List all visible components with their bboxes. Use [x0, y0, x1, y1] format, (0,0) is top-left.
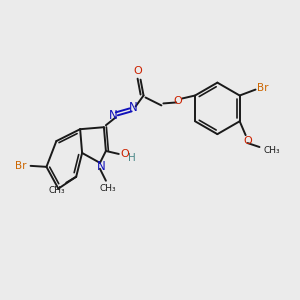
Text: CH₃: CH₃: [48, 186, 65, 195]
Text: N: N: [97, 160, 105, 173]
Text: Br: Br: [257, 82, 268, 93]
Text: O: O: [133, 66, 142, 76]
Text: O: O: [120, 149, 129, 159]
Text: O: O: [243, 136, 252, 146]
Text: CH₃: CH₃: [100, 184, 116, 193]
Text: N: N: [109, 109, 118, 122]
Text: N: N: [129, 101, 138, 114]
Text: O: O: [174, 97, 183, 106]
Text: Br: Br: [15, 161, 26, 171]
Text: H: H: [128, 153, 136, 163]
Text: CH₃: CH₃: [263, 146, 280, 155]
